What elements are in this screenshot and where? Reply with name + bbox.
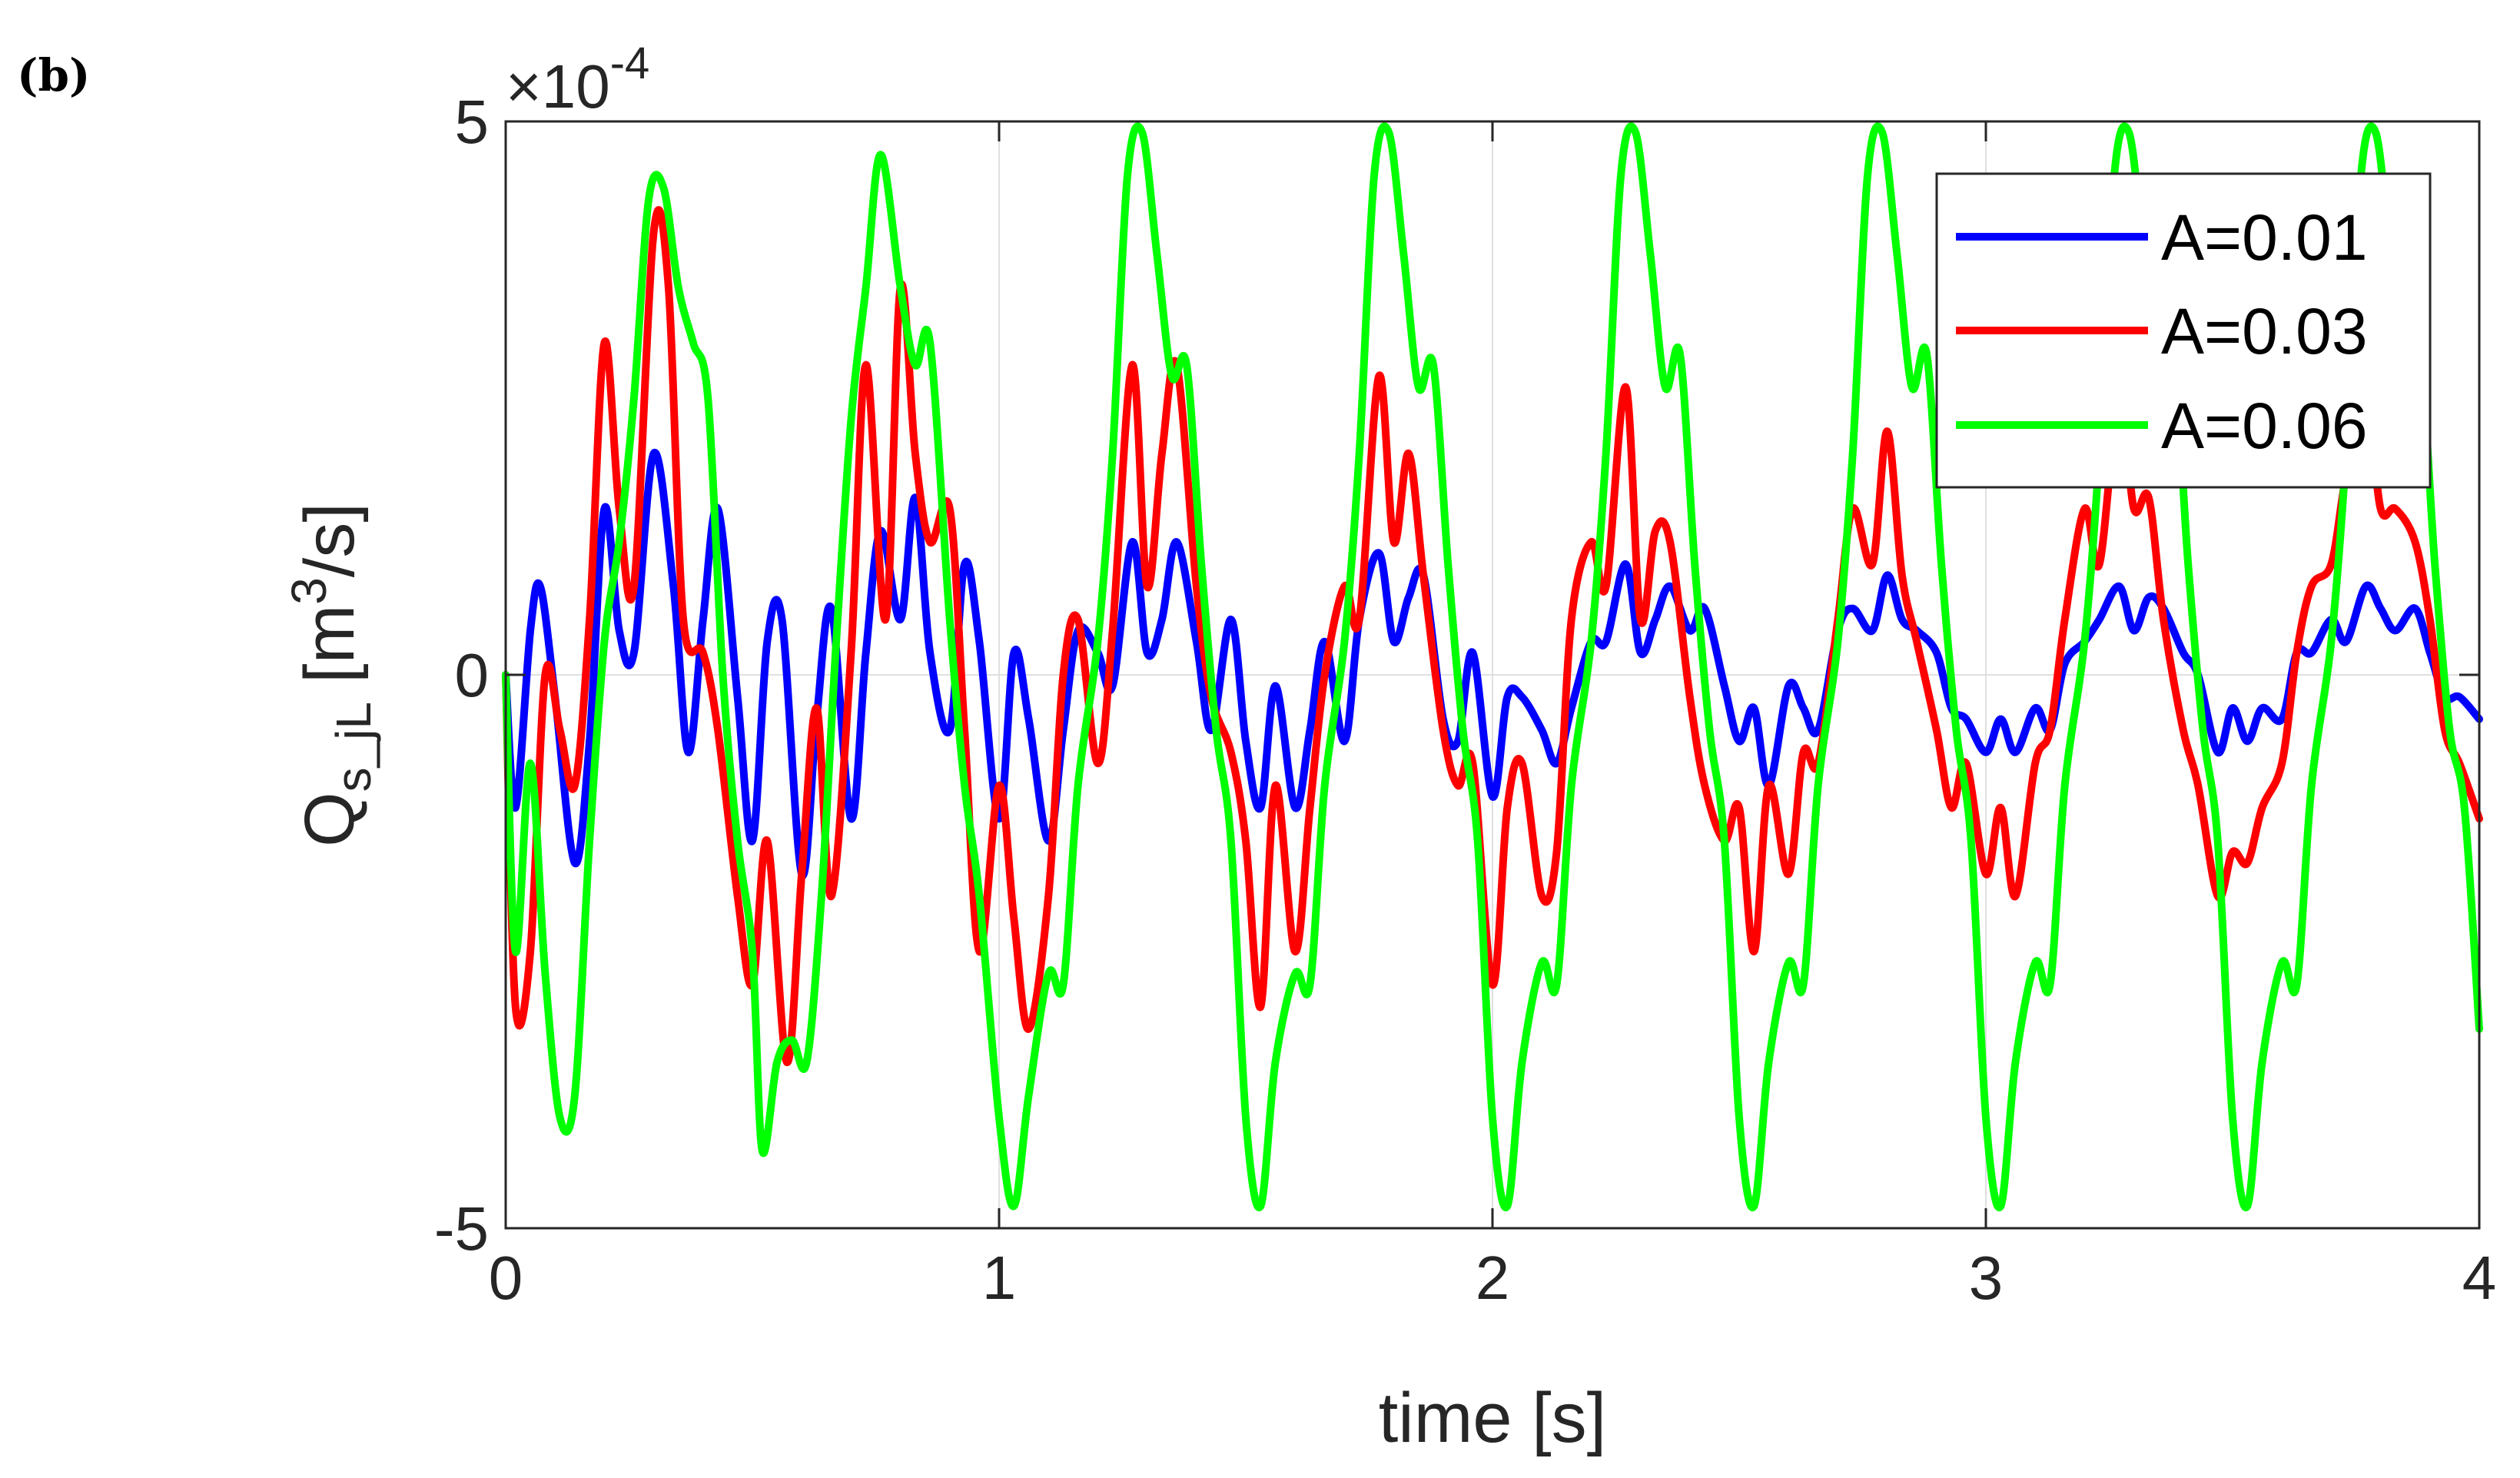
legend-label-series-2: A=0.03 <box>2161 295 2368 367</box>
y-label-unit-sup: 3 <box>281 577 337 605</box>
y-exponent-prefix: ×10 <box>506 52 610 121</box>
x-tick-label-2: 2 <box>1476 1244 1510 1312</box>
y-tick-label-2: 5 <box>455 88 490 156</box>
y-tick-label-1: 0 <box>455 641 490 709</box>
legend: A=0.01 A=0.03 A=0.06 <box>1935 172 2432 489</box>
y-exponent: ×10-4 <box>506 38 649 121</box>
y-label-main: Q <box>291 792 369 847</box>
y-label-unit-open: [m <box>291 605 369 683</box>
tick-layer: 0 1 2 3 4-505 <box>434 88 2496 1312</box>
x-tick-label-4: 4 <box>2462 1244 2497 1312</box>
y-tick-label-0: -5 <box>434 1194 489 1263</box>
y-axis-label: Qs_jL [m3/s] <box>281 503 381 847</box>
y-label-subscript: s_jL <box>326 702 381 792</box>
panel-label: (b) <box>17 49 90 101</box>
y-label-unit-close: /s] <box>291 503 369 577</box>
x-tick-label-3: 3 <box>1969 1244 2004 1312</box>
x-axis-label: time [s] <box>1379 1379 1606 1457</box>
x-tick-label-0: 0 <box>489 1244 523 1312</box>
x-tick-label-1: 1 <box>982 1244 1017 1312</box>
legend-label-series-3: A=0.06 <box>2161 390 2368 462</box>
series-line-A=0.03 <box>502 206 2483 1067</box>
legend-label-series-1: A=0.01 <box>2161 201 2368 274</box>
y-exponent-power: -4 <box>610 38 650 88</box>
